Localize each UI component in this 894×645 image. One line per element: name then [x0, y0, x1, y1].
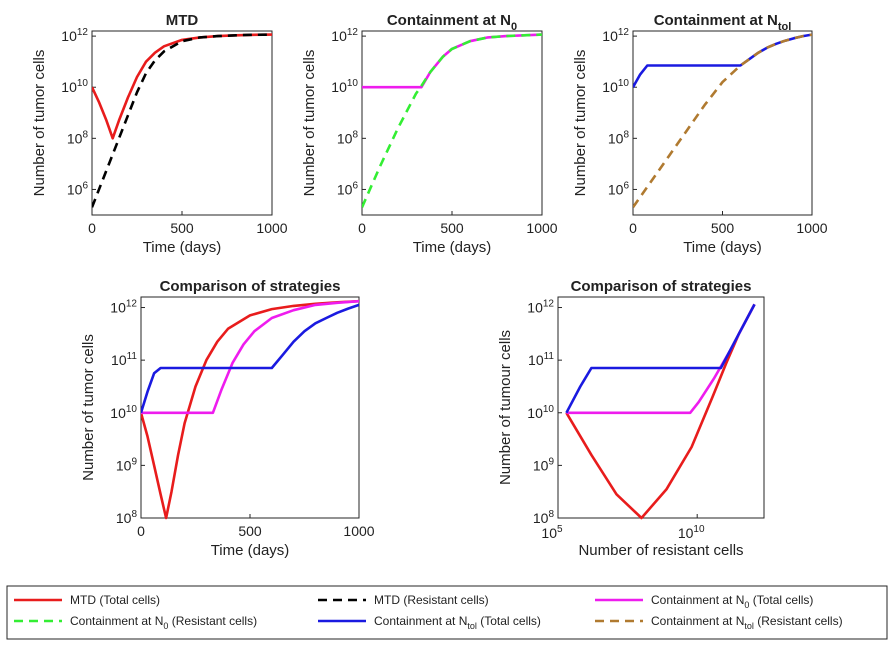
series-line-2: [141, 299, 359, 415]
y-tick-label: 106: [608, 180, 630, 197]
chart-title: Containment at Ntol: [654, 12, 792, 33]
chart-panel-2: Containment at N0 0 500 1000 106 108 1010 1012 T…: [301, 12, 558, 256]
chart-panel-4: Comparison of strategies 0 500 1000 108 109 10…: [80, 278, 375, 559]
y-tick-label: 1010: [110, 404, 137, 421]
legend-item: Containment at Ntol (Total cells): [374, 614, 541, 631]
series-line-1: [141, 299, 359, 520]
x-axis-label: Number of resistant cells: [578, 542, 743, 559]
x-tick-label: 500: [238, 523, 262, 539]
x-tick-label: 1000: [526, 220, 557, 236]
x-axis-label: Time (days): [413, 239, 492, 256]
legend-box: [6, 585, 888, 640]
series-line-3: [565, 303, 756, 414]
y-axis-label: Number of tumor cells: [301, 50, 318, 197]
y-tick-label: 1012: [602, 27, 629, 44]
y-tick-label: 1012: [331, 27, 358, 44]
y-tick-label: 108: [116, 509, 138, 526]
y-tick-label: 108: [608, 129, 630, 146]
x-tick-label: 1000: [256, 220, 287, 236]
y-tick-label: 1011: [528, 351, 554, 368]
legend-item: MTD (Resistant cells): [374, 593, 489, 607]
y-tick-label: 108: [67, 129, 89, 146]
y-axis-label: Number of tumor cells: [31, 50, 48, 197]
x-tick-label: 500: [711, 220, 735, 236]
series-line-2: [92, 33, 272, 208]
y-tick-label: 108: [337, 129, 359, 146]
chart-title: Containment at N0: [387, 12, 517, 33]
series-line-1: [362, 33, 542, 89]
x-tick-label: 500: [170, 220, 194, 236]
x-tick-label: 0: [358, 220, 366, 236]
x-tick-label: 1010: [678, 524, 705, 541]
series-line-2: [362, 33, 542, 208]
y-axis-label: Number of tumour cells: [497, 330, 514, 485]
y-tick-label: 1010: [602, 78, 629, 95]
y-tick-label: 1012: [527, 299, 554, 316]
x-tick-label: 1000: [343, 523, 374, 539]
y-tick-label: 106: [337, 180, 359, 197]
series-line-1: [565, 303, 756, 520]
y-axis-label: Number of tumor cells: [80, 334, 97, 481]
chart-title: MTD: [166, 12, 199, 29]
y-tick-label: 106: [67, 180, 89, 197]
x-axis-label: Time (days): [683, 239, 762, 256]
series-line-3: [141, 303, 359, 414]
legend: MTD (Total cells) MTD (Resistant cells) Co…: [6, 585, 888, 640]
chart-panel-5: Comparison of strategies 105 1010 108 109 101…: [497, 278, 765, 559]
x-tick-label: 0: [629, 220, 637, 236]
y-tick-label: 109: [116, 456, 138, 473]
x-tick-label: 0: [137, 523, 145, 539]
x-tick-label: 105: [541, 524, 563, 541]
y-tick-label: 1010: [527, 404, 554, 421]
x-tick-label: 1000: [796, 220, 827, 236]
legend-item: Containment at Ntol (Resistant cells): [651, 614, 843, 631]
chart-title: Comparison of strategies: [160, 278, 341, 295]
legend-item: Containment at N0 (Total cells): [651, 593, 813, 610]
x-tick-label: 500: [440, 220, 464, 236]
y-tick-label: 1010: [61, 78, 88, 95]
legend-item: Containment at N0 (Resistant cells): [70, 614, 257, 631]
y-tick-label: 1010: [331, 78, 358, 95]
y-tick-label: 1011: [111, 351, 137, 368]
axes-box: [557, 296, 765, 519]
y-tick-label: 109: [533, 456, 555, 473]
x-axis-label: Time (days): [211, 542, 290, 559]
chart-panel-1: MTD 0 500 1000 106 108 1010 1012 Time (days) Numb…: [31, 12, 288, 256]
chart-panel-3: Containment at Ntol 0 500 1000 106 108 1010 101…: [572, 12, 828, 256]
y-tick-label: 1012: [61, 27, 88, 44]
axes-box: [632, 30, 813, 216]
series-line-1: [633, 33, 812, 88]
series-line-2: [633, 33, 812, 209]
y-tick-label: 1012: [110, 299, 137, 316]
legend-item: MTD (Total cells): [70, 593, 160, 607]
y-axis-label: Number of tumor cells: [572, 50, 589, 197]
y-tick-label: 108: [533, 509, 555, 526]
x-tick-label: 0: [88, 220, 96, 236]
series-line-1: [92, 33, 272, 140]
chart-title: Comparison of strategies: [571, 278, 752, 295]
x-axis-label: Time (days): [143, 239, 222, 256]
axes-box: [361, 30, 543, 216]
